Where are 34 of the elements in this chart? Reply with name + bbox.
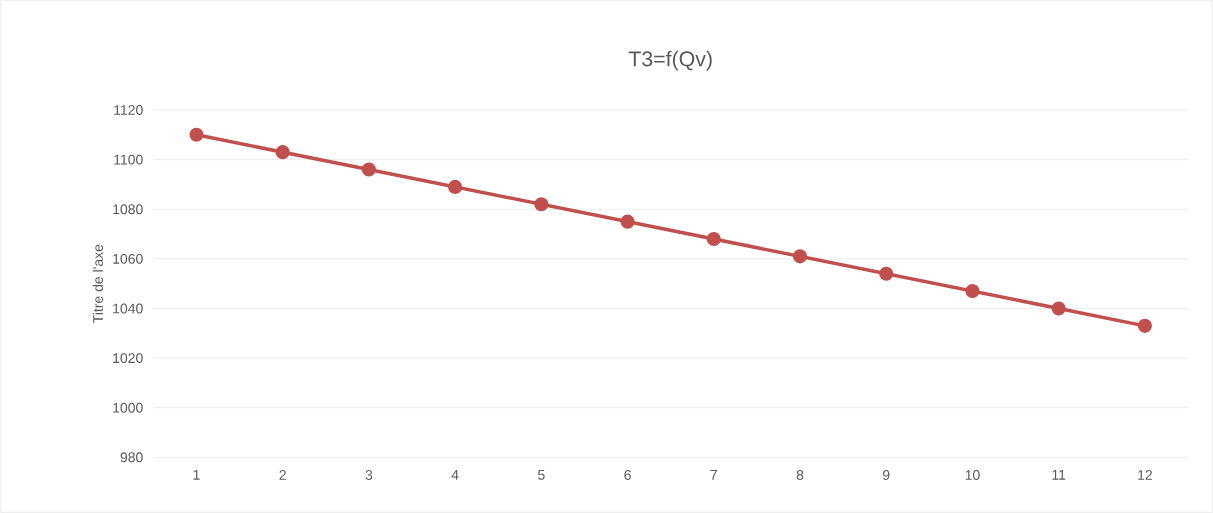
y-tick-label: 1040 [113, 303, 143, 314]
y-tick-label: 1000 [113, 402, 143, 413]
x-tick-label: 7 [710, 470, 717, 480]
point [1051, 301, 1066, 316]
x-tick-label: 3 [365, 470, 373, 480]
y-tick-label: 1120 [114, 105, 143, 115]
y-axis-title: Titre de l'axe [92, 244, 104, 323]
y-tick-label: 1080 [113, 204, 143, 215]
point [275, 145, 290, 160]
x-tick-label: 10 [965, 470, 980, 480]
point [189, 127, 204, 142]
y-tick-label: 980 [120, 452, 143, 463]
point [792, 249, 808, 264]
point [879, 266, 894, 281]
x-tick-label: 5 [538, 470, 545, 480]
x-tick-label: 12 [1138, 470, 1152, 480]
point [965, 284, 980, 299]
x-tick-label: 11 [1052, 470, 1066, 480]
x-tick-label: 6 [624, 470, 631, 480]
point [361, 162, 376, 177]
x-tick-label: 8 [796, 470, 804, 480]
point [448, 179, 463, 194]
x-tick-label: 4 [451, 470, 459, 480]
x-tick-label: 2 [279, 470, 286, 480]
chart-title: T3=f(Qv) [628, 50, 712, 71]
point [534, 197, 549, 212]
y-tick-label: 1060 [113, 253, 143, 264]
point [706, 231, 721, 247]
y-tick-label: 1020 [113, 353, 143, 364]
x-tick-label: 9 [882, 470, 890, 480]
point [620, 214, 635, 229]
x-tick-label: 1 [193, 470, 200, 480]
y-tick-label: 1100 [114, 154, 143, 165]
point [1137, 318, 1152, 333]
